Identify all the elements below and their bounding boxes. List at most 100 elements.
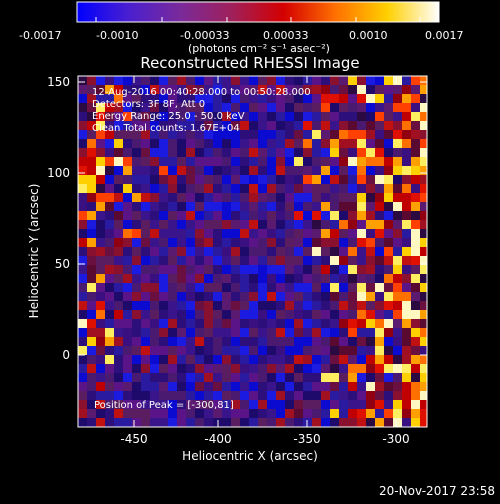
image-pixel <box>159 283 168 292</box>
image-pixel <box>402 418 411 427</box>
image-pixel <box>87 328 96 337</box>
image-pixel <box>258 274 267 283</box>
image-pixel <box>357 382 366 391</box>
image-pixel <box>123 157 132 166</box>
image-pixel <box>141 400 150 409</box>
image-pixel <box>258 265 267 274</box>
image-pixel <box>303 148 312 157</box>
image-pixel <box>402 166 411 175</box>
image-pixel <box>330 283 339 292</box>
image-pixel <box>348 400 357 409</box>
image-pixel <box>105 337 114 346</box>
colorbar-tick-label: 0.00033 <box>263 29 309 42</box>
image-pixel <box>276 328 285 337</box>
image-pixel <box>375 409 384 418</box>
image-pixel <box>276 184 285 193</box>
image-pixel <box>321 283 330 292</box>
image-pixel <box>231 175 240 184</box>
image-pixel <box>105 103 114 112</box>
image-pixel <box>393 148 402 157</box>
image-pixel <box>222 229 231 238</box>
image-pixel <box>303 292 312 301</box>
image-pixel <box>357 418 366 427</box>
image-pixel <box>249 247 258 256</box>
image-pixel <box>87 274 96 283</box>
image-pixel <box>330 346 339 355</box>
image-pixel <box>141 94 150 103</box>
image-pixel <box>312 283 321 292</box>
colorbar-tick-label: 0.0017 <box>425 29 464 42</box>
image-pixel <box>222 400 231 409</box>
image-pixel <box>267 229 276 238</box>
image-pixel <box>357 76 366 85</box>
y-tick-label: 50 <box>55 257 70 271</box>
image-pixel <box>393 247 402 256</box>
image-pixel <box>294 220 303 229</box>
image-pixel <box>213 202 222 211</box>
image-pixel <box>87 103 96 112</box>
image-pixel <box>411 310 420 319</box>
image-pixel <box>222 256 231 265</box>
image-pixel <box>222 175 231 184</box>
image-pixel <box>366 409 375 418</box>
image-pixel <box>285 220 294 229</box>
image-pixel <box>312 328 321 337</box>
image-pixel <box>321 148 330 157</box>
image-pixel <box>186 166 195 175</box>
image-pixel <box>267 85 276 94</box>
image-pixel <box>159 292 168 301</box>
image-pixel <box>186 373 195 382</box>
image-pixel <box>204 283 213 292</box>
image-pixel <box>114 274 123 283</box>
image-pixel <box>123 121 132 130</box>
image-pixel <box>204 337 213 346</box>
image-pixel <box>294 247 303 256</box>
image-pixel <box>96 301 105 310</box>
image-pixel <box>78 364 87 373</box>
image-pixel <box>312 373 321 382</box>
image-pixel <box>186 328 195 337</box>
image-pixel <box>204 112 213 121</box>
image-pixel <box>321 157 330 166</box>
image-pixel <box>231 364 240 373</box>
image-pixel <box>321 202 330 211</box>
image-pixel <box>231 409 240 418</box>
image-pixel <box>393 130 402 139</box>
image-pixel <box>357 346 366 355</box>
image-pixel <box>78 220 87 229</box>
image-pixel <box>348 184 357 193</box>
image-pixel <box>168 409 177 418</box>
image-pixel <box>339 391 348 400</box>
image-pixel <box>78 247 87 256</box>
image-pixel <box>114 229 123 238</box>
image-pixel <box>87 391 96 400</box>
image-pixel <box>114 112 123 121</box>
image-pixel <box>141 157 150 166</box>
image-pixel <box>267 175 276 184</box>
image-pixel <box>240 220 249 229</box>
image-pixel <box>258 193 267 202</box>
image-pixel <box>357 139 366 148</box>
image-pixel <box>150 400 159 409</box>
image-pixel <box>375 211 384 220</box>
image-pixel <box>168 283 177 292</box>
image-pixel <box>177 211 186 220</box>
image-pixel <box>312 175 321 184</box>
image-pixel <box>393 292 402 301</box>
image-pixel <box>402 157 411 166</box>
colorbar-tick-label: -0.0017 <box>19 29 61 42</box>
image-pixel <box>177 229 186 238</box>
image-pixel <box>348 418 357 427</box>
image-pixel <box>357 157 366 166</box>
image-pixel <box>123 238 132 247</box>
image-pixel <box>159 373 168 382</box>
image-pixel <box>375 319 384 328</box>
image-pixel <box>285 418 294 427</box>
image-pixel <box>204 301 213 310</box>
image-pixel <box>339 103 348 112</box>
image-pixel <box>150 220 159 229</box>
image-pixel <box>294 121 303 130</box>
image-pixel <box>240 85 249 94</box>
image-pixel <box>348 292 357 301</box>
image-pixel <box>303 355 312 364</box>
